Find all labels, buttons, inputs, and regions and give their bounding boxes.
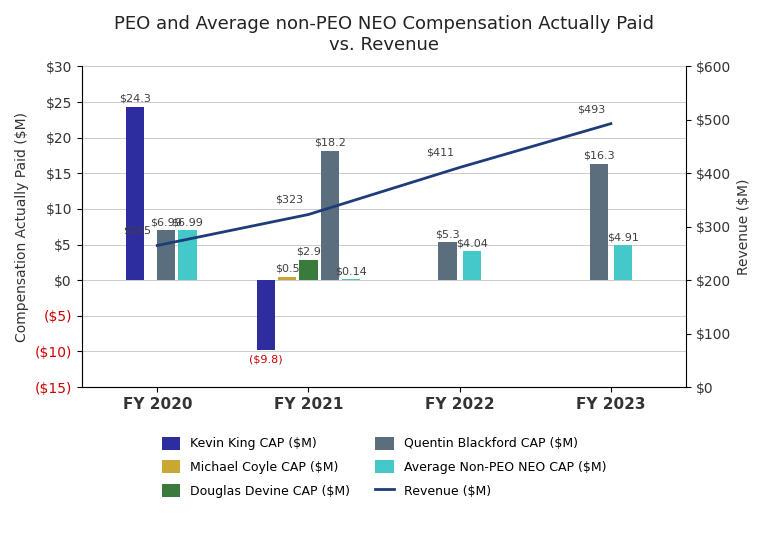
Text: $16.3: $16.3 xyxy=(583,151,614,161)
Title: PEO and Average non-PEO NEO Compensation Actually Paid
vs. Revenue: PEO and Average non-PEO NEO Compensation… xyxy=(114,15,654,54)
Text: $4.04: $4.04 xyxy=(456,238,488,248)
Bar xyxy=(320,150,339,280)
Y-axis label: Compensation Actually Paid ($M): Compensation Actually Paid ($M) xyxy=(15,112,29,342)
Bar xyxy=(157,231,175,280)
Revenue ($M) xyxy=(152,242,162,249)
Text: $6.99: $6.99 xyxy=(172,217,204,227)
Bar xyxy=(178,231,197,280)
Text: $4.91: $4.91 xyxy=(607,232,639,242)
Text: $265: $265 xyxy=(123,226,152,236)
Text: $18.2: $18.2 xyxy=(314,137,345,147)
Bar xyxy=(300,259,318,280)
Bar xyxy=(278,276,296,280)
Text: $5.3: $5.3 xyxy=(435,229,460,239)
Bar xyxy=(590,164,608,280)
Text: $6.99: $6.99 xyxy=(150,217,182,227)
Legend: Kevin King CAP ($M), Michael Coyle CAP ($M), Douglas Devine CAP ($M), Quentin Bl: Kevin King CAP ($M), Michael Coyle CAP (… xyxy=(156,432,611,503)
Text: $24.3: $24.3 xyxy=(119,94,150,104)
Revenue ($M) xyxy=(606,121,615,127)
Text: $493: $493 xyxy=(577,104,605,114)
Text: $411: $411 xyxy=(426,148,454,158)
Bar xyxy=(463,252,481,280)
Text: $323: $323 xyxy=(275,195,303,205)
Bar xyxy=(614,245,632,280)
Revenue ($M) xyxy=(455,164,464,171)
Text: $2.9: $2.9 xyxy=(296,246,321,257)
Text: $0.14: $0.14 xyxy=(335,266,367,276)
Bar xyxy=(126,107,144,280)
Bar xyxy=(257,280,275,350)
Bar xyxy=(342,279,360,280)
Text: ($9.8): ($9.8) xyxy=(249,354,283,364)
Bar xyxy=(438,242,457,280)
Text: $0.5: $0.5 xyxy=(275,263,300,273)
Line: Revenue ($M): Revenue ($M) xyxy=(157,124,611,246)
Y-axis label: Revenue ($M): Revenue ($M) xyxy=(737,179,751,275)
Revenue ($M) xyxy=(304,211,313,218)
